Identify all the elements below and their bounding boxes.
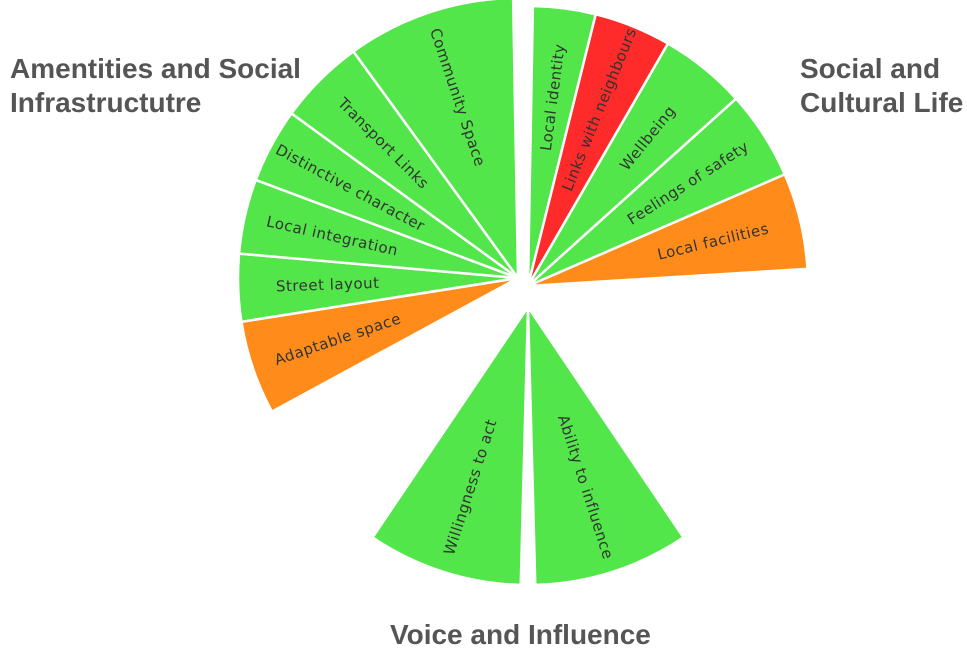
segment-willingness-to-act: Willingness to act (370, 302, 530, 587)
group-title-amenities: Amentities and Social Infrastructutre (10, 53, 301, 118)
segment-community-space: Community Space (351, 0, 520, 282)
segment-wedge (351, 0, 520, 282)
segment-label: Street layout (276, 274, 380, 296)
segment-wedge (527, 172, 809, 288)
segment-local-facilities: Local facilities (527, 172, 809, 288)
segment-ability-to-influence: Ability to influence (526, 302, 686, 587)
group-title-social-cultural: Social and Cultural Life (800, 53, 964, 118)
segment-wedge (370, 302, 530, 587)
segment-wedge (526, 302, 686, 587)
group-title-voice-influence: Voice and Influence (390, 619, 651, 650)
